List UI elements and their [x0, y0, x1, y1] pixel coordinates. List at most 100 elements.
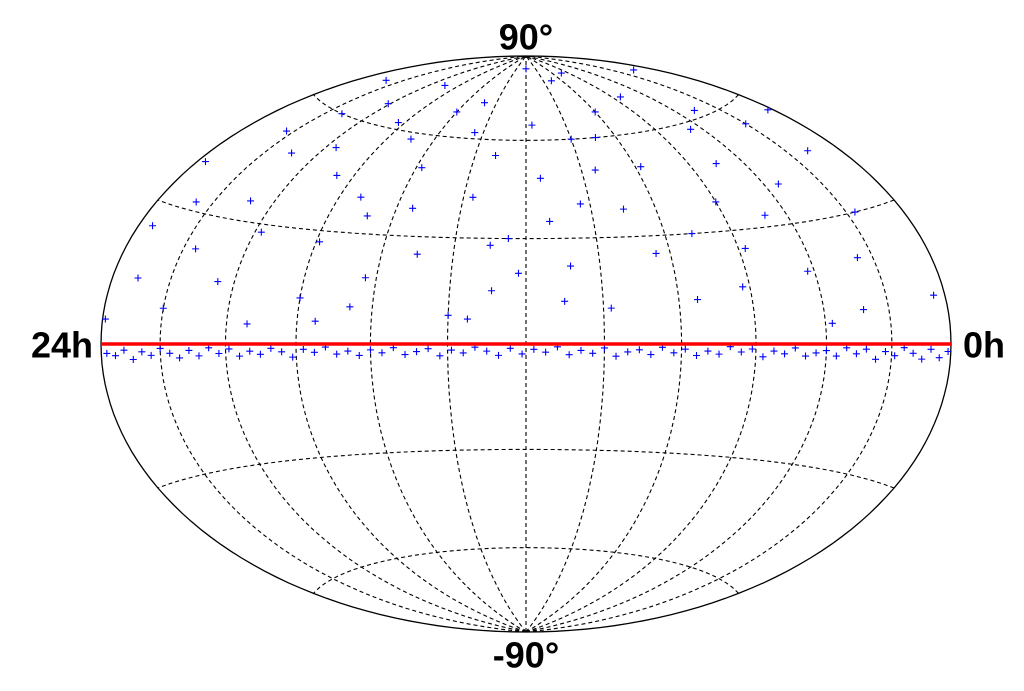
- point: [688, 230, 696, 238]
- point: [357, 193, 365, 201]
- point: [881, 348, 889, 356]
- point: [712, 198, 720, 206]
- point: [185, 346, 193, 354]
- grid-parallel: [313, 547, 739, 594]
- point: [557, 69, 565, 77]
- point: [288, 149, 296, 157]
- point: [214, 278, 222, 286]
- x-tick-label: 0h: [963, 325, 1005, 366]
- grid-parallel: [157, 199, 895, 240]
- point: [424, 345, 432, 353]
- point: [413, 250, 421, 258]
- point: [741, 244, 749, 252]
- point: [471, 129, 479, 137]
- point: [518, 350, 526, 358]
- point: [332, 144, 340, 152]
- y-tick-label: -90°: [493, 635, 559, 676]
- point: [407, 135, 415, 143]
- point: [927, 345, 935, 353]
- point: [492, 152, 500, 160]
- point: [225, 345, 233, 353]
- point: [176, 354, 184, 362]
- point: [624, 348, 632, 356]
- point: [514, 269, 522, 277]
- point: [488, 287, 496, 295]
- point: [215, 350, 223, 358]
- point: [506, 344, 514, 352]
- point: [565, 351, 573, 359]
- point: [366, 346, 374, 354]
- point: [246, 347, 254, 355]
- point: [770, 347, 778, 355]
- point: [481, 99, 489, 107]
- point: [693, 351, 701, 359]
- point: [547, 77, 555, 85]
- point: [670, 349, 678, 357]
- point: [635, 346, 643, 354]
- point: [822, 347, 830, 355]
- point: [591, 166, 599, 174]
- point: [504, 235, 512, 243]
- point: [576, 200, 584, 208]
- point: [536, 174, 544, 182]
- point: [166, 349, 174, 357]
- point: [862, 345, 870, 353]
- point: [156, 344, 164, 352]
- point: [930, 291, 938, 299]
- grid-parallel: [313, 94, 739, 141]
- point: [378, 349, 386, 357]
- point: [447, 346, 455, 354]
- point: [591, 134, 599, 142]
- point: [647, 351, 655, 359]
- point: [316, 238, 324, 246]
- point: [737, 348, 745, 356]
- point: [283, 127, 291, 135]
- point: [567, 135, 575, 143]
- point: [453, 108, 461, 116]
- point: [469, 193, 477, 201]
- point: [918, 355, 926, 363]
- point: [687, 125, 695, 133]
- point: [860, 306, 868, 314]
- grid-meridian: [525, 55, 683, 633]
- point: [681, 345, 689, 353]
- point: [289, 353, 297, 361]
- point: [619, 205, 627, 213]
- point: [134, 274, 142, 282]
- point: [804, 267, 812, 275]
- point: [759, 353, 767, 361]
- point: [612, 352, 620, 360]
- point: [812, 349, 820, 357]
- point: [247, 197, 255, 205]
- grid-meridian: [159, 55, 527, 633]
- point: [852, 350, 860, 358]
- point: [486, 241, 494, 249]
- point: [802, 352, 810, 360]
- point: [694, 296, 702, 304]
- point: [704, 347, 712, 355]
- point: [607, 304, 615, 312]
- point: [637, 163, 645, 171]
- point: [363, 212, 371, 220]
- point: [192, 198, 200, 206]
- point: [436, 352, 444, 360]
- point: [333, 350, 341, 358]
- point: [267, 344, 275, 352]
- point: [120, 346, 128, 354]
- point: [561, 297, 569, 305]
- point: [591, 108, 599, 116]
- point: [832, 352, 840, 360]
- point: [103, 349, 111, 357]
- point: [310, 348, 318, 356]
- point: [256, 350, 264, 358]
- point: [742, 120, 750, 128]
- point: [712, 160, 720, 168]
- point: [495, 351, 503, 359]
- point: [483, 347, 491, 355]
- point: [530, 345, 538, 353]
- point: [394, 119, 402, 127]
- point: [338, 110, 346, 118]
- x-tick-label: 24h: [31, 325, 93, 366]
- point: [147, 351, 155, 359]
